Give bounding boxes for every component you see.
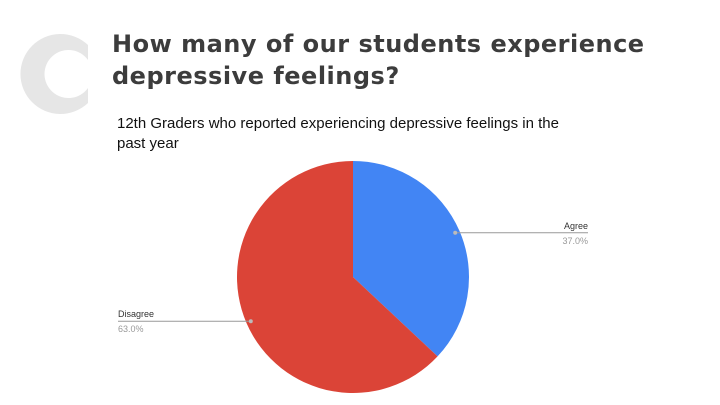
slice-value-label: 37.0%: [562, 236, 588, 246]
slice-label: Agree: [564, 221, 588, 231]
slice-label: Disagree: [118, 309, 154, 319]
slice-value-label: 63.0%: [118, 324, 144, 334]
leader-dot: [248, 319, 253, 324]
decoration: [20, 34, 88, 114]
chart-title: 12th Graders who reported experiencing d…: [117, 115, 559, 152]
pie-slice: [237, 161, 438, 393]
pie-slice: [353, 161, 470, 357]
leader-dot: [453, 230, 458, 235]
slide-heading: How many of our students experience depr…: [112, 30, 645, 90]
